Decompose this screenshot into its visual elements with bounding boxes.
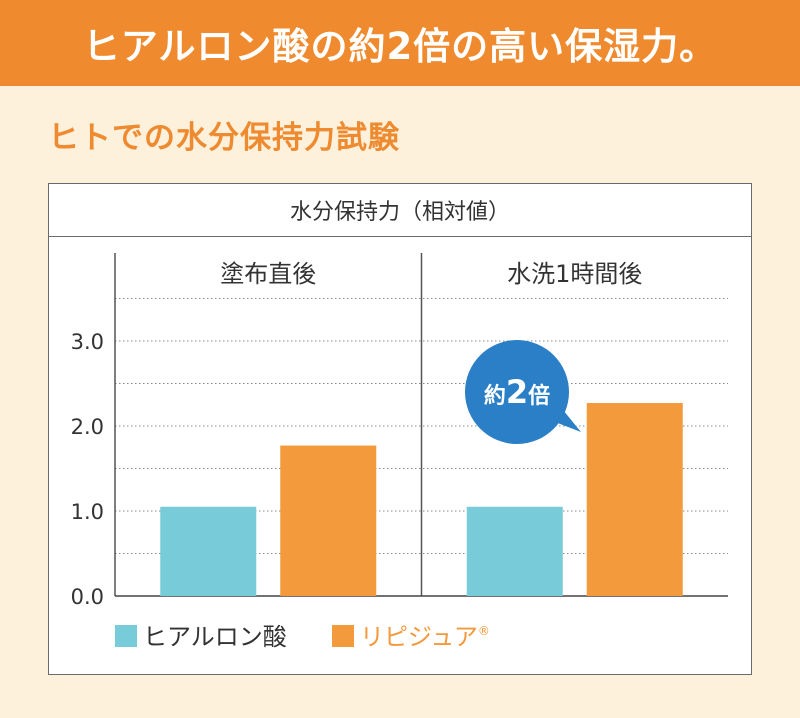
header-banner: ヒアルロン酸の約2倍の高い保湿力。 [0, 0, 800, 86]
annotation-text: 約2倍 [484, 373, 550, 411]
chart-title: 水分保持力（相対値） [49, 184, 751, 237]
category-label: 水洗1時間後 [507, 260, 642, 288]
bar [466, 506, 563, 596]
bar [280, 445, 377, 596]
legend-label: ヒアルロン酸 [143, 623, 287, 651]
legend-swatch [115, 625, 137, 647]
y-tick-label: 3.0 [71, 330, 104, 354]
legend-label: リピジュア® [360, 623, 490, 651]
y-tick-label: 2.0 [71, 415, 104, 439]
category-label: 塗布直後 [220, 260, 316, 288]
y-tick-label: 0.0 [71, 585, 104, 609]
legend-swatch [332, 625, 354, 647]
banner-title: ヒアルロン酸の約2倍の高い保湿力。 [82, 25, 718, 68]
bar [160, 506, 257, 596]
annotation-bubble [465, 340, 569, 444]
y-tick-label: 1.0 [71, 500, 104, 524]
bar [586, 403, 683, 596]
section-title: ヒトでの水分保持力試験 [48, 120, 400, 156]
